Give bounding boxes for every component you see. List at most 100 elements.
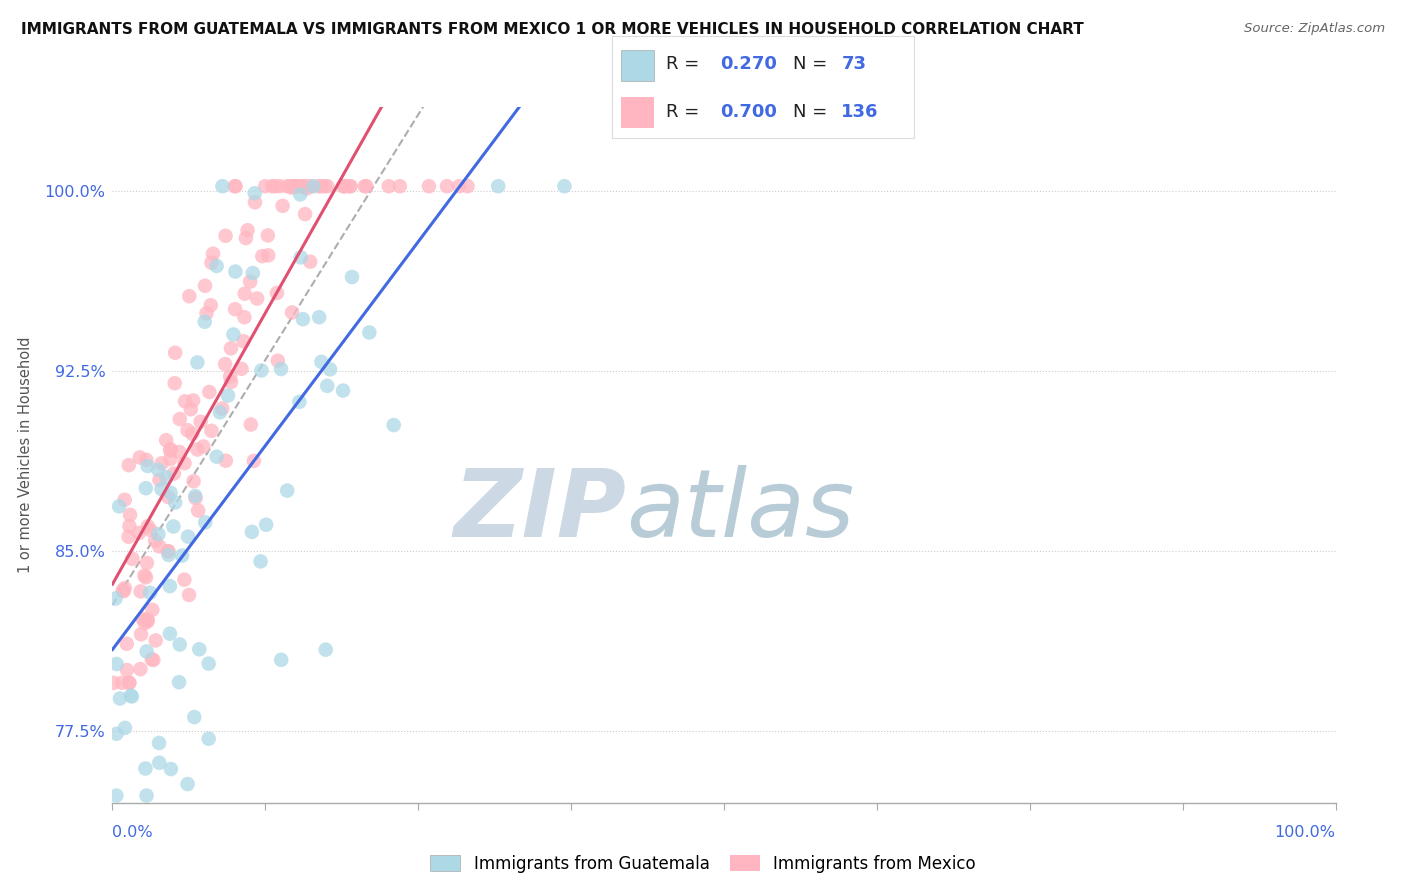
Point xyxy=(281,305,304,319)
Point xyxy=(214,228,236,243)
Point xyxy=(180,402,202,417)
Point xyxy=(224,179,246,194)
Text: 136: 136 xyxy=(841,103,879,120)
Point xyxy=(291,179,314,194)
Point xyxy=(288,179,311,194)
Text: 0.700: 0.700 xyxy=(720,103,778,120)
Point xyxy=(163,467,186,481)
Point xyxy=(232,334,254,349)
Point xyxy=(198,384,221,399)
Point xyxy=(163,376,186,391)
Point xyxy=(159,442,181,457)
Point xyxy=(148,540,170,554)
Point xyxy=(257,248,280,262)
Point xyxy=(284,179,307,194)
Point xyxy=(129,627,152,641)
Point xyxy=(197,731,219,746)
Point xyxy=(118,676,141,690)
Text: 0.0%: 0.0% xyxy=(112,825,153,840)
Point xyxy=(159,443,181,458)
Point xyxy=(486,179,509,194)
Point xyxy=(115,663,138,677)
Point xyxy=(160,762,183,776)
Point xyxy=(186,442,208,457)
Point xyxy=(333,179,356,194)
Point xyxy=(143,533,166,548)
Point xyxy=(219,369,242,384)
Point xyxy=(553,179,575,194)
Point xyxy=(299,254,322,268)
Point xyxy=(135,570,157,584)
Point xyxy=(135,453,157,467)
Point xyxy=(121,690,143,704)
Point xyxy=(141,652,163,666)
Text: R =: R = xyxy=(666,55,704,73)
Text: ZIP: ZIP xyxy=(453,465,626,557)
Point xyxy=(291,312,314,326)
Point xyxy=(276,483,298,498)
Point xyxy=(252,249,274,263)
Point xyxy=(195,306,218,320)
Point xyxy=(135,614,157,628)
Point xyxy=(162,519,184,533)
FancyBboxPatch shape xyxy=(620,97,654,128)
Point xyxy=(263,179,285,194)
Point xyxy=(194,315,217,329)
Point xyxy=(308,179,330,194)
Point xyxy=(167,675,190,690)
Point xyxy=(177,530,200,544)
Point xyxy=(249,554,271,568)
Point xyxy=(278,179,301,194)
Point xyxy=(159,579,181,593)
Point xyxy=(183,710,205,724)
Point xyxy=(136,614,159,628)
Point xyxy=(449,179,471,194)
Point xyxy=(129,584,152,599)
Point xyxy=(269,179,291,194)
Point xyxy=(186,355,208,369)
Point xyxy=(108,691,131,706)
Point xyxy=(134,762,156,776)
Point xyxy=(243,195,266,210)
Point xyxy=(290,250,312,264)
Point xyxy=(197,657,219,671)
Point xyxy=(211,401,233,416)
Text: Source: ZipAtlas.com: Source: ZipAtlas.com xyxy=(1244,22,1385,36)
Point xyxy=(200,298,222,312)
Point xyxy=(148,527,170,541)
Point xyxy=(290,187,312,202)
Point xyxy=(281,180,304,194)
Point xyxy=(146,463,169,477)
Point xyxy=(128,526,150,541)
Point xyxy=(104,591,127,606)
Point xyxy=(339,179,361,194)
Point xyxy=(117,530,139,544)
Point xyxy=(288,395,311,409)
Point xyxy=(136,613,159,627)
Point xyxy=(129,662,152,676)
Text: N =: N = xyxy=(793,55,832,73)
Point xyxy=(294,207,316,221)
Point xyxy=(181,393,204,408)
Point xyxy=(333,179,356,194)
Point xyxy=(309,179,332,194)
Point xyxy=(219,341,242,355)
Point xyxy=(231,361,253,376)
Point xyxy=(285,179,308,194)
Point xyxy=(239,275,262,289)
Point xyxy=(295,181,318,195)
Point xyxy=(270,653,292,667)
Point xyxy=(276,179,298,194)
Point xyxy=(215,453,238,467)
Point xyxy=(169,638,191,652)
Point xyxy=(217,388,239,402)
Point xyxy=(301,179,323,194)
Point xyxy=(283,179,305,194)
Legend: Immigrants from Guatemala, Immigrants from Mexico: Immigrants from Guatemala, Immigrants fr… xyxy=(423,848,983,880)
Point xyxy=(200,255,222,269)
Point xyxy=(266,285,288,300)
Point xyxy=(340,270,363,285)
Point xyxy=(135,644,157,658)
Point xyxy=(156,470,179,484)
Point xyxy=(332,179,354,194)
